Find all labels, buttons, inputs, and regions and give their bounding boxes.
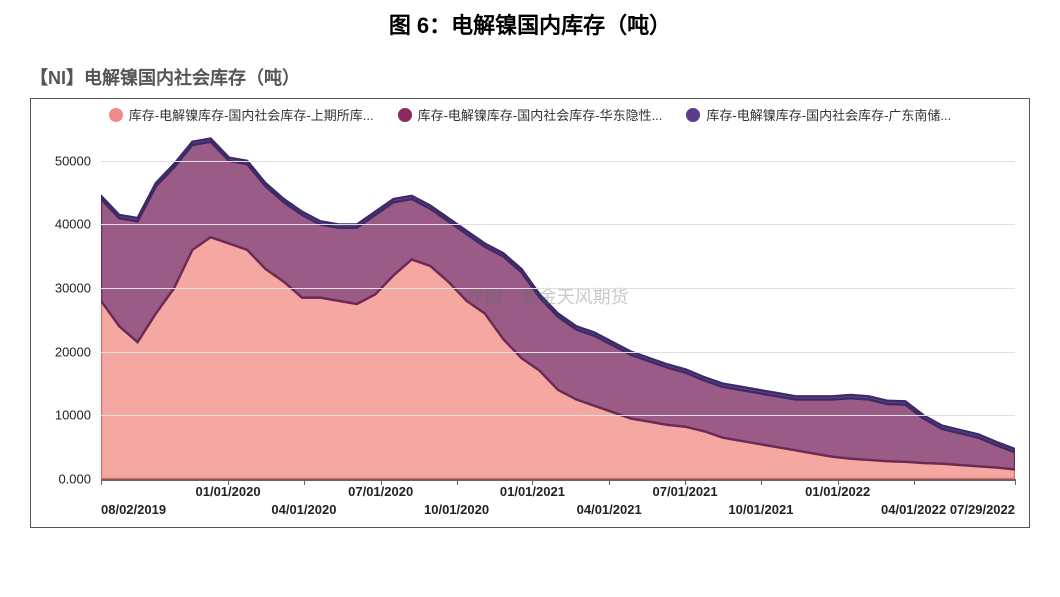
legend-label-3: 库存-电解镍库存-国内社会库存-广东南储... [706,105,951,124]
grid-line [101,288,1015,289]
x-tick-label: 04/01/2022 [881,502,946,517]
x-tick-mark [101,479,102,485]
legend-item-1: 库存-电解镍库存-国内社会库存-上期所库... [109,105,374,124]
x-tick-mark [914,479,915,485]
y-tick-label: 10000 [31,408,91,423]
x-tick-mark [457,479,458,485]
legend: 库存-电解镍库存-国内社会库存-上期所库... 库存-电解镍库存-国内社会库存-… [31,105,1029,124]
grid-line [101,161,1015,162]
y-tick-label: 0.000 [31,472,91,487]
x-tick-label: 07/01/2021 [652,484,717,499]
x-tick-mark [1015,479,1016,485]
legend-item-3: 库存-电解镍库存-国内社会库存-广东南储... [686,105,951,124]
y-tick-label: 30000 [31,281,91,296]
chart-title: 【NI】电解镍国内社会库存（吨） [30,64,1030,90]
grid-line [101,224,1015,225]
x-tick-label: 07/01/2020 [348,484,413,499]
figure-caption: 图 6：电解镍国内库存（吨） [0,0,1060,44]
x-tick-label: 04/01/2021 [577,502,642,517]
area-chart-svg [101,129,1015,479]
legend-dot-2 [398,108,412,122]
legend-dot-3 [686,108,700,122]
y-tick-label: 40000 [31,217,91,232]
legend-label-2: 库存-电解镍库存-国内社会库存-华东隐性... [418,105,663,124]
legend-item-2: 库存-电解镍库存-国内社会库存-华东隐性... [398,105,663,124]
grid-line [101,415,1015,416]
chart-container: 【NI】电解镍国内社会库存（吨） 库存-电解镍库存-国内社会库存-上期所库...… [0,44,1060,528]
x-tick-mark [304,479,305,485]
x-tick-label: 01/01/2021 [500,484,565,499]
x-tick-label: 10/01/2020 [424,502,489,517]
x-tick-mark [609,479,610,485]
legend-label-1: 库存-电解镍库存-国内社会库存-上期所库... [129,105,374,124]
x-tick-label: 07/29/2022 [950,502,1015,517]
grid-line [101,352,1015,353]
legend-dot-1 [109,108,123,122]
y-tick-label: 20000 [31,344,91,359]
plot-area: 作图：紫金天风期货 0.0001000020000300004000050000… [101,129,1015,481]
x-tick-mark [761,479,762,485]
x-tick-label: 01/01/2022 [805,484,870,499]
plot-shell: 库存-电解镍库存-国内社会库存-上期所库... 库存-电解镍库存-国内社会库存-… [30,98,1030,528]
x-tick-label: 10/01/2021 [728,502,793,517]
x-tick-label: 08/02/2019 [101,502,166,517]
y-tick-label: 50000 [31,153,91,168]
x-tick-label: 01/01/2020 [195,484,260,499]
x-tick-label: 04/01/2020 [271,502,336,517]
